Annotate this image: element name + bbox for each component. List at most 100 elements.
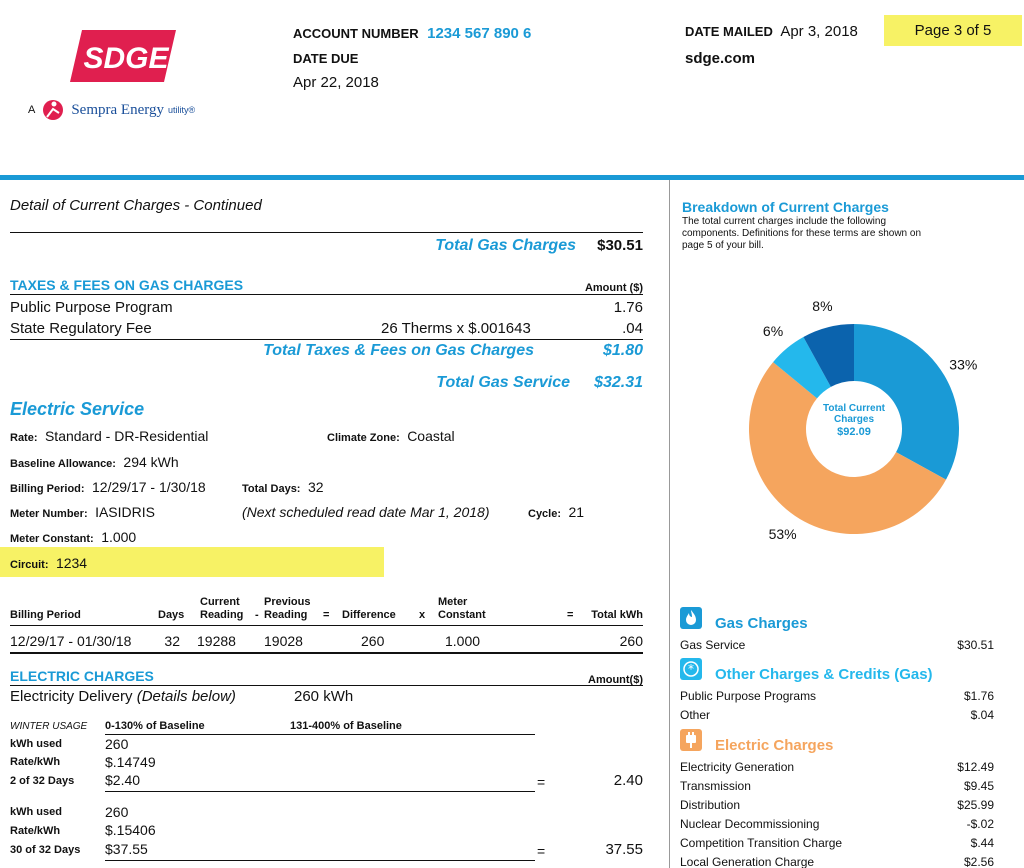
block-total: 2.40 [613, 772, 643, 789]
col-meter-2: Constant [438, 609, 486, 621]
sdge-logo: SDGE [68, 24, 180, 88]
delivery-kwh: 260 kWh [294, 688, 354, 705]
sempra-prefix: A [28, 104, 36, 116]
baseline-label: Baseline Allowance: [10, 458, 116, 470]
electric-item-amount: $9.45 [963, 779, 994, 793]
electric-item-label: Local Generation Charge [680, 855, 815, 868]
due-date: Apr 22, 2018 [293, 74, 379, 91]
meter-label: Meter Number: [10, 508, 88, 520]
total-gas-value: $30.51 [597, 237, 643, 254]
days-row: Total Days: 32 [242, 479, 324, 497]
divider [105, 791, 535, 792]
divider [10, 625, 643, 626]
slice-percent-label: 53% [769, 526, 797, 542]
other-heading: Other Charges & Credits (Gas) [715, 666, 933, 683]
col-days: Days [158, 609, 185, 621]
electric-item-amount: $.44 [970, 836, 994, 850]
sdge-logo-icon: SDGE [70, 30, 176, 82]
tax-label: Public Purpose Program [10, 299, 173, 316]
other-item-amount: $1.76 [963, 689, 994, 703]
taxes-amount-header: Amount ($) [584, 282, 643, 294]
electric-item-amount: $12.49 [957, 760, 994, 774]
tier2-label: 131-400% of Baseline [290, 720, 402, 732]
circuit-value: 1234 [55, 555, 88, 571]
other-item-label: Other [680, 708, 711, 722]
col-eq: = [567, 609, 574, 621]
cell-current: 19288 [197, 633, 236, 649]
meter-value: IASIDRIS [95, 504, 155, 520]
delivery-row: Electricity Delivery (Details below) [10, 688, 236, 705]
baseline-row: Baseline Allowance: 294 kWh [10, 454, 179, 472]
days-value: 32 [307, 479, 324, 495]
col-previous-2: Reading [264, 609, 308, 621]
electric-item-amount: $25.99 [957, 798, 994, 812]
tax-label: State Regulatory Fee [10, 320, 152, 337]
column-divider [669, 180, 670, 868]
rate-kwh-label: Rate/kWh [10, 756, 61, 768]
svg-text:*: * [688, 662, 694, 676]
divider [10, 232, 643, 233]
divider [10, 652, 643, 654]
total-taxes-value: $1.80 [602, 342, 643, 359]
tier1-label: 0-130% of Baseline [105, 720, 205, 732]
cycle-row: Cycle: 21 [528, 504, 584, 522]
header-divider [0, 175, 1024, 180]
total-gas-service-label: Total Gas Service [436, 374, 570, 391]
detail-title: Detail of Current Charges - Continued [10, 197, 262, 214]
sempra-runner-icon [43, 100, 64, 120]
plug-icon [680, 729, 702, 751]
mailed-block: DATE MAILED Apr 3, 2018 [685, 23, 858, 41]
electric-charges-heading: ELECTRIC CHARGES [10, 668, 154, 684]
cell-difference: 260 [361, 633, 385, 649]
climate-value: Coastal [407, 428, 455, 444]
period-row: Billing Period: 12/29/17 - 1/30/18 [10, 479, 206, 497]
donut-center-value: $92.09 [837, 426, 871, 438]
tax-calc: 26 Therms x $.001643 [381, 320, 531, 337]
kwh-used-label: kWh used [10, 738, 62, 750]
slice-percent-label: 33% [949, 356, 977, 372]
donut-center-label: Total Current Charges [822, 403, 886, 425]
divider [105, 860, 535, 861]
electric-item-amount: $2.56 [963, 855, 994, 868]
donut-slice [749, 362, 947, 534]
block-total: 37.55 [605, 841, 643, 858]
cell-period: 12/29/17 - 01/30/18 [10, 633, 132, 649]
days-label: Total Days: [242, 483, 301, 495]
cell-previous: 19028 [264, 633, 303, 649]
electric-item-label: Nuclear Decommissioning [680, 817, 820, 831]
gas-heading: Gas Charges [715, 615, 808, 632]
donut-chart: 33% 53% 6% 8% [749, 298, 977, 542]
cycle-value: 21 [568, 504, 585, 520]
col-difference: Difference [342, 609, 396, 621]
flame-icon [680, 607, 702, 629]
electric-item-label: Competition Transition Charge [680, 836, 843, 850]
account-block: ACCOUNT NUMBER 1234 567 890 6 [293, 25, 531, 43]
circuit-row: Circuit: 1234 [0, 547, 384, 577]
divider [10, 685, 643, 686]
circuit-label: Circuit: [10, 559, 49, 571]
mailed-label: DATE MAILED [685, 24, 773, 39]
kwh-used-value: 260 [105, 736, 129, 752]
rate-kwh-value: $.14749 [105, 754, 156, 770]
delivery-note: (Details below) [136, 688, 236, 705]
block-amount: $37.55 [105, 841, 148, 857]
slice-percent-label: 6% [763, 323, 783, 339]
col-eq: = [323, 609, 330, 621]
sempra-logo: A Sempra Energy utility® [28, 98, 195, 122]
asterisk-icon: * [680, 658, 702, 680]
breakdown-chart: 33% 53% 6% 8% Total Current Charges $92.09 [700, 285, 1024, 545]
col-previous: Previous [264, 596, 311, 608]
donut-slice [854, 324, 959, 480]
gas-item-label: Gas Service [680, 638, 746, 652]
page-number: Page 3 of 5 [914, 22, 992, 39]
website: sdge.com [685, 50, 756, 67]
due-label: DATE DUE [293, 51, 359, 66]
delivery-label: Electricity Delivery [10, 688, 133, 705]
donut-slice [773, 336, 831, 399]
slice-percent-label: 8% [812, 298, 832, 314]
breakdown-title: Breakdown of Current Charges [682, 199, 889, 215]
gas-item-amount: $30.51 [957, 638, 994, 652]
cycle-label: Cycle: [528, 508, 562, 520]
kwh-used-label: kWh used [10, 806, 62, 818]
next-read-note: (Next scheduled read date Mar 1, 2018) [242, 504, 490, 520]
